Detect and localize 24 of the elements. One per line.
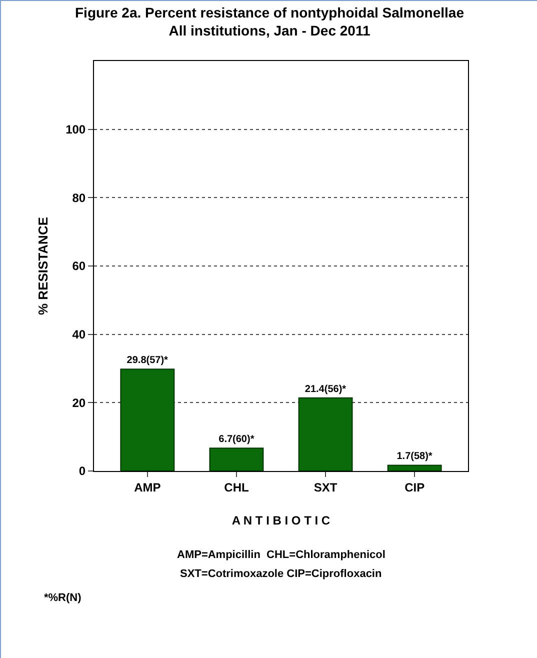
data-label: 29.8(57)*	[126, 355, 168, 366]
bar	[120, 368, 175, 471]
data-label: 1.7(58)*	[396, 451, 432, 462]
x-tick-label: AMP	[134, 480, 161, 494]
y-tick-label: 40	[72, 328, 86, 342]
x-tick-label: CIP	[404, 480, 425, 494]
chart-title: Figure 2a. Percent resistance of nontyphoidal Salmonellae All institutions, Jan - Dec 2011	[75, 4, 464, 39]
bar	[298, 397, 353, 471]
x-tick-label: SXT	[314, 480, 338, 494]
text: SXT=Cotrimoxazole CIP=Ciprofloxacin	[180, 568, 382, 580]
y-tick-label: 20	[72, 396, 86, 410]
data-label: 21.4(56)*	[304, 384, 346, 395]
y-tick-label: 80	[72, 190, 86, 205]
y-tick-label: 0	[78, 464, 86, 478]
data-label: 6.7(60)*	[218, 434, 254, 446]
y-axis-title: % RESISTANCE	[36, 216, 51, 315]
bar	[387, 464, 442, 471]
x-tick-label: CHL	[224, 480, 249, 494]
text: *%R(N)	[44, 592, 82, 604]
y-tick-label: 60	[72, 259, 86, 274]
text: AMP=Ampicillin CHL=Chloramphenicol	[177, 549, 386, 561]
y-tick-label: 100	[66, 122, 86, 137]
bar	[209, 448, 264, 471]
x-axis-title: A N T I B I O T I C	[232, 513, 330, 528]
